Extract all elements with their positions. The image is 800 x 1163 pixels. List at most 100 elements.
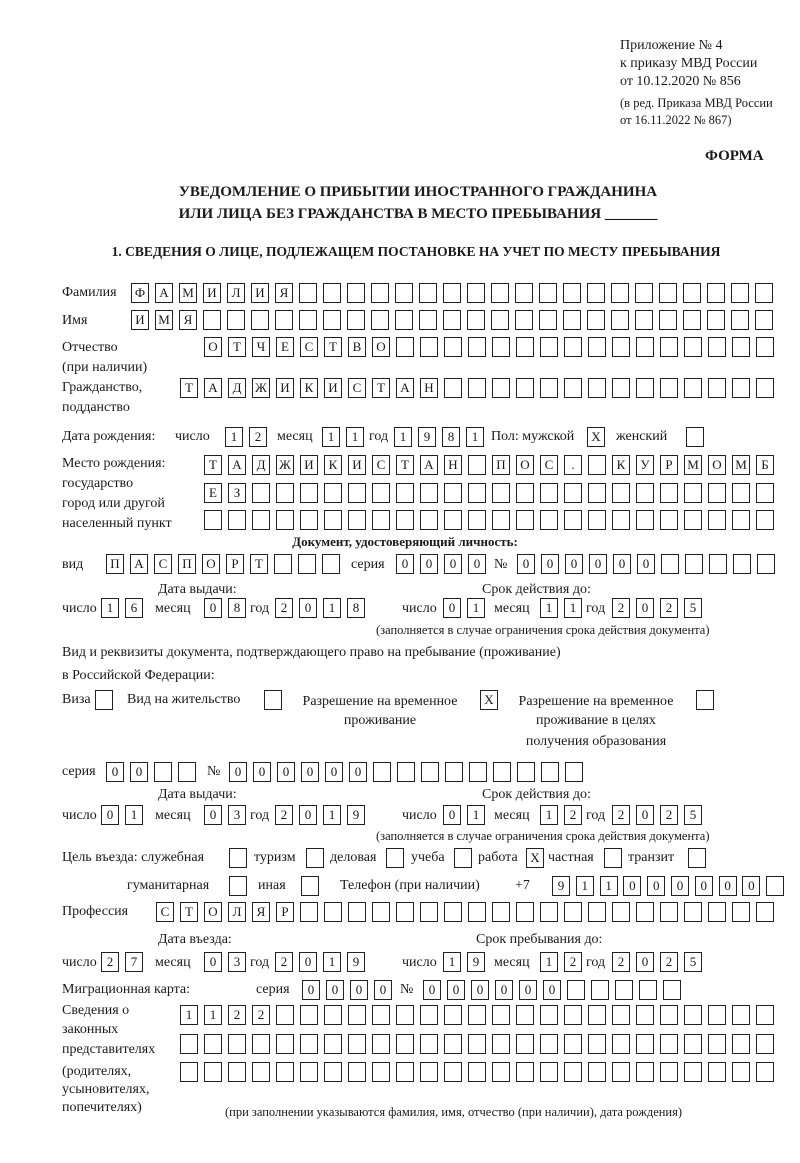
char-box[interactable]: Б (756, 455, 774, 475)
char-box[interactable] (348, 510, 366, 530)
char-box[interactable] (444, 902, 462, 922)
char-box[interactable] (299, 310, 317, 330)
char-box[interactable]: В (348, 337, 366, 357)
char-box[interactable] (563, 283, 581, 303)
char-box[interactable]: 8 (347, 598, 365, 618)
char-box[interactable] (468, 902, 486, 922)
char-box[interactable] (564, 510, 582, 530)
char-box[interactable] (756, 337, 774, 357)
char-box[interactable] (684, 510, 702, 530)
char-box[interactable] (300, 510, 318, 530)
char-box[interactable]: Д (252, 455, 270, 475)
checkbox[interactable] (301, 876, 319, 896)
char-box[interactable] (468, 378, 486, 398)
char-box[interactable] (444, 1005, 462, 1025)
char-box[interactable] (324, 1005, 342, 1025)
char-box[interactable] (468, 1005, 486, 1025)
char-box[interactable]: О (372, 337, 390, 357)
char-box[interactable] (203, 310, 221, 330)
char-box[interactable] (615, 980, 633, 1000)
char-box[interactable]: 0 (326, 980, 344, 1000)
char-box[interactable]: З (228, 483, 246, 503)
char-box[interactable] (611, 283, 629, 303)
char-box[interactable] (300, 1034, 318, 1054)
char-box[interactable] (467, 283, 485, 303)
char-box[interactable]: Т (228, 337, 246, 357)
char-box[interactable]: 1 (540, 952, 558, 972)
char-box[interactable] (707, 310, 725, 330)
char-box[interactable] (469, 762, 487, 782)
char-box[interactable]: 1 (125, 805, 143, 825)
char-box[interactable]: 8 (442, 427, 460, 447)
char-box[interactable] (228, 510, 246, 530)
char-box[interactable] (348, 902, 366, 922)
char-box[interactable] (154, 762, 172, 782)
char-box[interactable]: 9 (347, 952, 365, 972)
char-box[interactable] (516, 1034, 534, 1054)
char-box[interactable] (636, 483, 654, 503)
char-box[interactable] (468, 1062, 486, 1082)
char-box[interactable] (348, 1034, 366, 1054)
char-box[interactable] (587, 283, 605, 303)
char-box[interactable] (732, 1034, 750, 1054)
char-box[interactable] (419, 310, 437, 330)
char-box[interactable]: 0 (443, 598, 461, 618)
char-box[interactable] (659, 310, 677, 330)
char-box[interactable] (348, 1005, 366, 1025)
char-box[interactable] (323, 310, 341, 330)
char-box[interactable] (541, 762, 559, 782)
char-box[interactable]: И (300, 455, 318, 475)
char-box[interactable]: М (732, 455, 750, 475)
char-box[interactable] (517, 762, 535, 782)
char-box[interactable] (204, 1034, 222, 1054)
char-box[interactable]: 2 (612, 598, 630, 618)
char-box[interactable] (492, 1005, 510, 1025)
char-box[interactable]: 9 (418, 427, 436, 447)
char-box[interactable]: 2 (564, 952, 582, 972)
char-box[interactable]: 1 (467, 805, 485, 825)
char-box[interactable] (612, 902, 630, 922)
char-box[interactable]: Н (420, 378, 438, 398)
char-box[interactable] (322, 554, 340, 574)
char-box[interactable]: 0 (444, 554, 462, 574)
char-box[interactable] (420, 337, 438, 357)
char-box[interactable]: К (324, 455, 342, 475)
char-box[interactable] (756, 483, 774, 503)
char-box[interactable] (396, 483, 414, 503)
char-box[interactable] (274, 554, 292, 574)
char-box[interactable]: К (300, 378, 318, 398)
char-box[interactable] (660, 1034, 678, 1054)
char-box[interactable]: О (204, 902, 222, 922)
char-box[interactable]: П (106, 554, 124, 574)
char-box[interactable]: 0 (742, 876, 761, 896)
char-box[interactable] (180, 1034, 198, 1054)
char-box[interactable]: 0 (325, 762, 343, 782)
char-box[interactable] (564, 1062, 582, 1082)
char-box[interactable] (298, 554, 316, 574)
char-box[interactable] (396, 510, 414, 530)
char-box[interactable]: 0 (299, 952, 317, 972)
checkbox[interactable] (454, 848, 472, 868)
char-box[interactable]: 0 (636, 952, 654, 972)
char-box[interactable] (755, 283, 773, 303)
char-box[interactable] (323, 283, 341, 303)
char-box[interactable]: Ч (252, 337, 270, 357)
char-box[interactable]: А (228, 455, 246, 475)
char-box[interactable] (251, 310, 269, 330)
char-box[interactable]: С (540, 455, 558, 475)
char-box[interactable] (372, 483, 390, 503)
char-box[interactable] (371, 283, 389, 303)
char-box[interactable] (660, 483, 678, 503)
char-box[interactable]: 5 (684, 598, 702, 618)
char-box[interactable] (491, 283, 509, 303)
char-box[interactable]: 0 (471, 980, 489, 1000)
char-box[interactable] (180, 1062, 198, 1082)
char-box[interactable] (324, 483, 342, 503)
char-box[interactable]: 0 (447, 980, 465, 1000)
char-box[interactable] (252, 1034, 270, 1054)
char-box[interactable]: И (348, 455, 366, 475)
char-box[interactable] (515, 283, 533, 303)
char-box[interactable]: М (179, 283, 197, 303)
char-box[interactable] (635, 283, 653, 303)
char-box[interactable]: 0 (517, 554, 535, 574)
